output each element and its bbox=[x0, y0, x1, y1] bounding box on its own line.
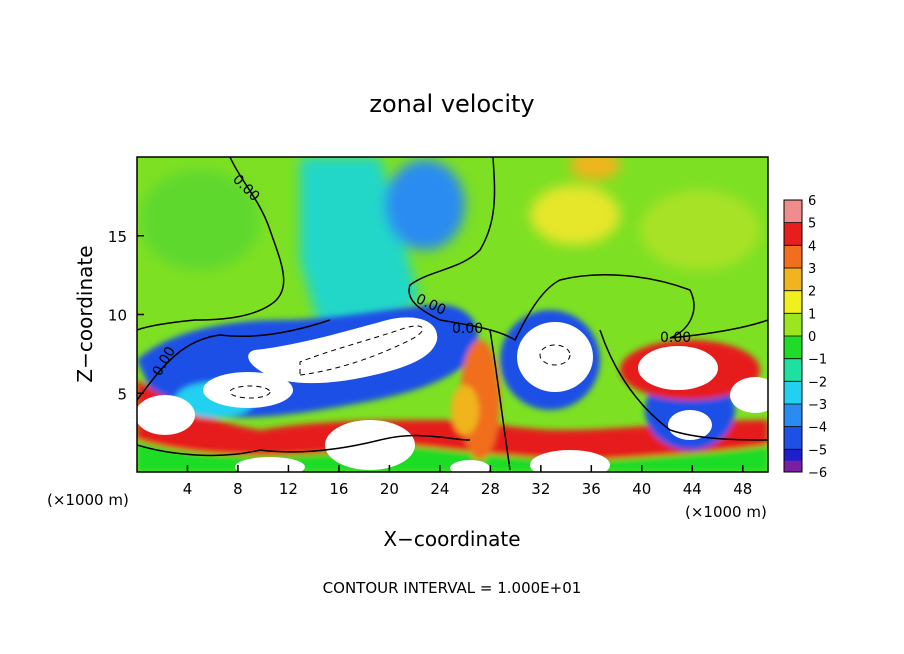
blue-core-upper bbox=[385, 160, 465, 250]
colorbar-swatch bbox=[784, 313, 802, 337]
colorbar-label: −4 bbox=[808, 421, 827, 436]
colorbar-label: −5 bbox=[808, 443, 827, 458]
dashed-contours bbox=[229, 325, 571, 399]
chart-title: zonal velocity bbox=[369, 90, 534, 118]
orange-patch-top bbox=[570, 157, 620, 180]
colorbar-label: 0 bbox=[808, 330, 816, 345]
x-axis: 4 8 12 16 20 24 28 32 36 40 44 48 bbox=[183, 465, 752, 498]
colorbar-label: 5 bbox=[808, 217, 816, 232]
x-unit-left: (×1000 m) bbox=[47, 491, 129, 509]
x-tick-label: 4 bbox=[183, 480, 193, 498]
colorbar-swatch bbox=[784, 426, 802, 450]
colorbar-label: −3 bbox=[808, 398, 827, 413]
orange-filament bbox=[451, 385, 479, 435]
colorbar-label: −1 bbox=[808, 353, 827, 368]
x-tick-label: 40 bbox=[632, 480, 651, 498]
colorbar-swatch bbox=[784, 290, 802, 314]
contour-label: 0.00 bbox=[452, 321, 483, 337]
y-tick-label: 10 bbox=[108, 307, 127, 325]
y-axis: 5 10 15 bbox=[108, 228, 144, 403]
y-axis-label: Z−coordinate bbox=[73, 245, 97, 382]
x-tick-label: 48 bbox=[733, 480, 752, 498]
yellow-patch-upper bbox=[530, 185, 620, 245]
x-tick-label: 28 bbox=[481, 480, 500, 498]
x-tick-label: 44 bbox=[683, 480, 702, 498]
x-tick-label: 32 bbox=[531, 480, 550, 498]
saturated-regions bbox=[137, 317, 768, 472]
red-lower-band bbox=[137, 380, 768, 472]
colorbar-label: 6 bbox=[808, 194, 816, 209]
x-tick-label: 20 bbox=[380, 480, 399, 498]
x-unit-right: (×1000 m) bbox=[685, 503, 767, 521]
heatmap-field bbox=[137, 157, 768, 472]
x-tick-label: 12 bbox=[279, 480, 298, 498]
x-tick-label: 36 bbox=[582, 480, 601, 498]
colorbar-swatch bbox=[784, 358, 802, 382]
colorbar-label: 1 bbox=[808, 307, 816, 322]
x-axis-label: X−coordinate bbox=[383, 527, 520, 551]
colorbar-swatch bbox=[784, 200, 802, 224]
colorbar-label: −2 bbox=[808, 375, 827, 390]
colorbar-swatch bbox=[784, 460, 802, 472]
yellow-green-right bbox=[640, 190, 760, 270]
contour-interval: CONTOUR INTERVAL = 1.000E+01 bbox=[323, 579, 582, 597]
colorbar-swatch bbox=[784, 336, 802, 360]
colorbar-swatch bbox=[784, 245, 802, 269]
green-upper-left bbox=[140, 170, 260, 270]
x-tick-label: 8 bbox=[233, 480, 243, 498]
colorbar-swatch bbox=[784, 222, 802, 246]
colorbar-label: −6 bbox=[808, 466, 827, 481]
colorbar-swatch bbox=[784, 268, 802, 292]
y-tick-label: 15 bbox=[108, 228, 127, 246]
colorbar: −6 −5 −4 −3 −2 −1 0 1 2 3 4 5 6 bbox=[783, 194, 827, 481]
colorbar-label: 4 bbox=[808, 239, 816, 254]
colorbar-swatch bbox=[784, 381, 802, 405]
colorbar-label: 3 bbox=[808, 262, 816, 277]
x-tick-label: 16 bbox=[329, 480, 348, 498]
x-tick-label: 24 bbox=[430, 480, 449, 498]
contour-lines bbox=[137, 157, 768, 471]
y-tick-label: 5 bbox=[117, 385, 127, 403]
colorbar-swatch bbox=[784, 404, 802, 428]
contour-label: 0.00 bbox=[660, 330, 691, 346]
colorbar-label: 2 bbox=[808, 285, 816, 300]
